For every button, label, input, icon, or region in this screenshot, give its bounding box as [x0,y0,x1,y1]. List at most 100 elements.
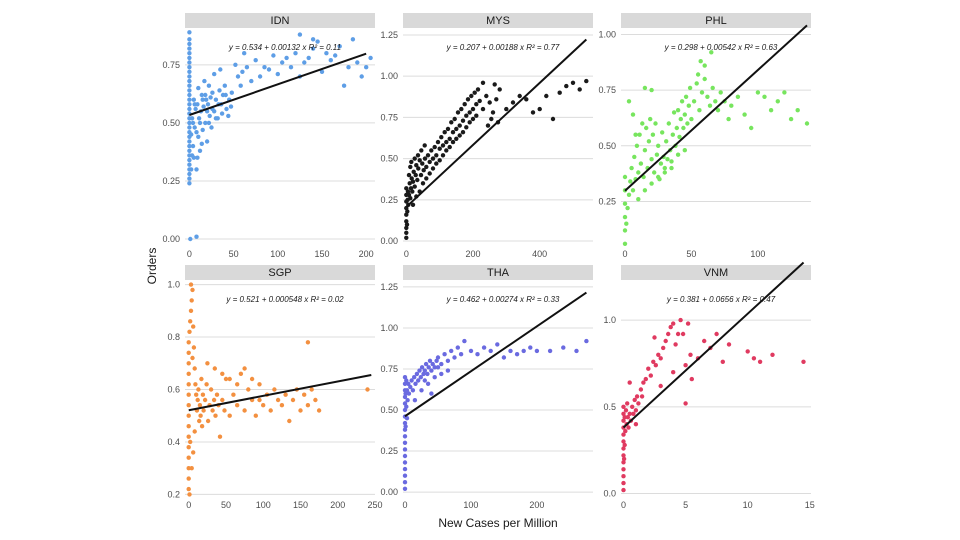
data-point [788,116,794,122]
data-point [524,97,529,102]
data-point [685,321,691,326]
data-point [201,408,206,413]
data-point [649,157,654,162]
data-point [287,418,292,424]
x-tick-label: 15 [805,500,815,510]
data-point [650,132,656,137]
x-tick-label: 50 [221,500,231,510]
x-tick-label: 100 [463,500,478,510]
data-point [249,376,255,382]
data-point [186,361,191,366]
data-point [459,106,464,112]
data-point [452,116,457,122]
data-point [643,376,648,382]
panel-tha: THA 0.00 0.25 0.50 0.75 1.00 1.25 0 100 200 y = 0.… [380,265,593,510]
data-point [702,76,707,82]
data-point [408,384,413,390]
data-point [440,153,446,158]
panel-strip-label: IDN [271,15,290,27]
data-point [472,90,477,95]
data-point [726,342,732,347]
data-point [624,221,629,226]
x-tick-label: 0 [621,500,626,510]
data-point [188,319,193,324]
data-point [404,225,409,231]
data-point [199,424,205,429]
data-point [262,65,267,70]
data-point [675,331,681,337]
data-point [674,125,679,131]
y-tick-label: 0.75 [598,85,616,95]
x-tick-label: 0 [186,500,191,510]
data-point [630,188,636,193]
data-point [627,380,632,385]
data-point [544,93,549,99]
data-point [199,376,204,382]
data-point [444,148,449,153]
data-point [186,382,191,387]
data-point [404,416,410,421]
y-tick-label: 0.00 [162,234,180,244]
data-point [298,408,303,413]
data-point [621,480,626,486]
data-point [675,152,681,157]
data-point [280,60,285,65]
data-point [642,188,648,193]
data-point [316,408,322,413]
data-point [454,136,459,141]
data-point [275,397,281,403]
data-point [187,55,192,61]
x-tick-label: 100 [256,500,271,510]
data-point [642,85,648,91]
data-point [196,134,201,139]
data-point [407,181,412,186]
y-tick-label: 0.75 [380,112,398,122]
data-point [662,170,667,175]
data-point [661,345,666,351]
data-point [652,335,657,340]
data-point [257,382,262,387]
data-point [412,375,417,380]
panel-strip [621,13,811,28]
data-point [186,445,191,450]
data-point [425,371,430,377]
data-point [683,94,689,100]
data-point [244,65,250,70]
data-point [679,99,685,104]
data-point [636,170,641,175]
data-point [632,397,637,403]
data-point [430,166,436,171]
y-tick-label: 0.5 [603,402,616,412]
data-point [226,113,231,119]
data-point [193,106,198,112]
data-point [187,88,192,93]
data-point [623,408,629,413]
data-point [494,97,499,102]
data-point [187,65,192,70]
data-point [333,53,338,58]
data-point [404,404,409,409]
data-point [666,121,671,126]
data-point [710,85,715,91]
data-point [694,81,699,86]
data-point [422,378,427,383]
data-point [454,126,459,132]
data-point [213,116,219,121]
data-point [621,467,626,472]
data-point [668,324,673,330]
data-point [206,83,212,88]
data-point [187,329,192,334]
data-point [194,234,199,239]
data-point [410,388,416,393]
data-point [480,106,486,112]
y-tick-label: 1.00 [380,71,398,81]
data-point [405,398,410,403]
x-tick-label: 200 [529,500,544,510]
data-point [196,387,201,392]
data-point [664,139,669,144]
data-point [435,355,441,360]
data-point [689,376,694,382]
data-point [211,397,217,403]
data-point [186,392,191,397]
data-point [517,93,522,99]
